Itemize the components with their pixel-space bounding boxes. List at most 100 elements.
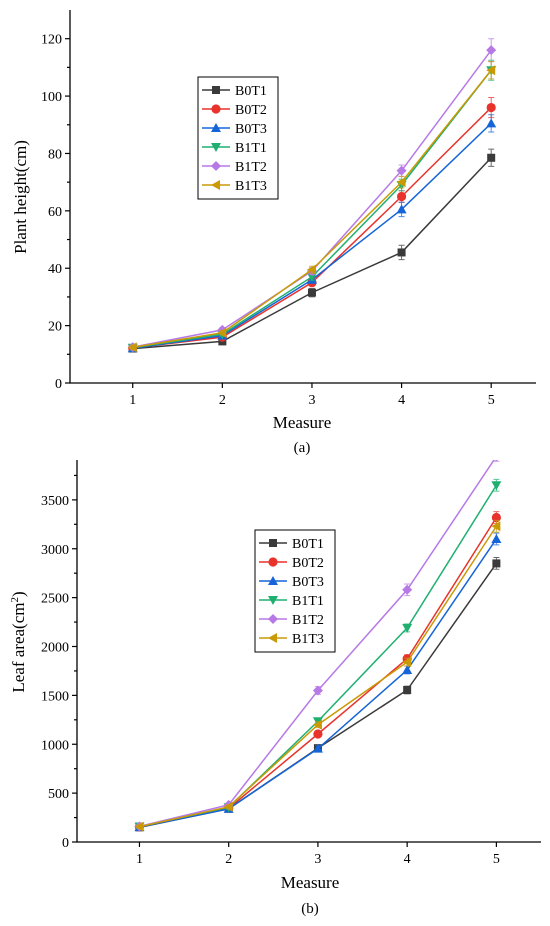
data-point (402, 623, 413, 633)
legend-label: B1T3 (235, 179, 267, 194)
data-point (491, 512, 501, 523)
y-tick-label: 80 (48, 147, 62, 162)
data-point (491, 521, 501, 532)
data-point (492, 559, 501, 568)
y-tick-label: 120 (41, 33, 62, 48)
series-line (132, 69, 492, 349)
data-point (396, 191, 407, 202)
plot-area: 0500100015002000250030003500400012345B0T… (41, 460, 541, 867)
series-b0t1 (128, 148, 496, 353)
y-tick-label: 60 (48, 205, 62, 220)
y-tick-label: 2500 (41, 592, 69, 607)
legend-marker (211, 123, 221, 132)
series-b1t3 (134, 519, 501, 832)
legend-marker (268, 614, 278, 624)
legend-marker (268, 557, 278, 567)
legend-label: B0T3 (235, 122, 267, 137)
series-line (132, 49, 492, 348)
data-point (306, 264, 316, 275)
series-b1t2 (127, 38, 497, 353)
legend-box (254, 529, 336, 653)
axes-frame (69, 10, 536, 384)
data-point (396, 177, 406, 188)
plant-height-chart: 0 20 40 60 80 100 120 1 2 3 4 5 B0T1 B0T2 B0T3 B1T1 B1T2… (11, 10, 536, 456)
legend-label: B0T1 (292, 537, 324, 552)
y-tick-label: 100 (41, 90, 62, 105)
y-axis-title-sup: 2 (9, 597, 21, 603)
x-tick-label: 1 (136, 852, 143, 867)
series-line (132, 157, 492, 350)
data-point (396, 204, 407, 214)
y-tick-label: 1000 (41, 738, 69, 753)
legend-box (197, 76, 279, 200)
legend-marker (211, 104, 221, 114)
plot-area: 0 20 40 60 80 100 120 1 2 3 4 5 B0T1 B0T2 B0T3 B1T1 B1T2… (41, 10, 536, 408)
legend-marker (211, 143, 221, 152)
legend-marker (268, 633, 277, 643)
legend: B0T1 B0T2 B0T3 B1T1 B1T2 B1T3 (254, 529, 336, 653)
series-b1t3 (127, 61, 496, 353)
data-point (312, 743, 323, 753)
data-point (403, 685, 412, 694)
data-point (312, 685, 323, 696)
data-point (495, 460, 498, 462)
x-axis-title: Measure (273, 413, 332, 432)
x-tick-label: 4 (404, 852, 411, 867)
legend-label: B0T3 (292, 575, 324, 590)
y-axis-title: Leaf area(cm2) (9, 591, 28, 692)
y-axis-title-main: Leaf area(cm (9, 603, 28, 693)
legend-label: B1T1 (235, 141, 267, 156)
series-b1t1 (127, 59, 497, 353)
leaf-area-chart: 0500100015002000250030003500400012345B0T… (9, 460, 541, 917)
y-tick-label: 40 (48, 262, 62, 277)
x-tick-label: 5 (493, 852, 500, 867)
x-tick-label: 2 (219, 393, 226, 408)
data-point (487, 153, 496, 162)
legend-label: B0T2 (292, 556, 324, 571)
data-point (486, 102, 496, 113)
legend-marker (212, 86, 220, 94)
series-line (132, 107, 492, 349)
y-axis-title: Plant height(cm) (11, 140, 30, 254)
x-tick-label: 3 (314, 852, 321, 867)
data-point (402, 664, 413, 674)
data-point (127, 342, 137, 353)
data-point (217, 327, 227, 338)
legend-label: B1T2 (235, 160, 267, 175)
data-point (486, 45, 497, 56)
data-point (402, 584, 413, 595)
data-point (491, 533, 502, 543)
y-tick-label: 3000 (41, 543, 69, 558)
legend-marker (211, 180, 220, 190)
series-b0t3 (127, 114, 497, 353)
data-point (486, 65, 496, 76)
y-tick-label: 1500 (41, 689, 69, 704)
data-point (402, 657, 412, 668)
chart-caption: (a) (294, 440, 311, 456)
data-point (306, 272, 317, 282)
data-point (396, 165, 407, 176)
data-point (486, 118, 497, 128)
legend: B0T1 B0T2 B0T3 B1T1 B1T2 B1T3 (197, 76, 279, 200)
y-tick-label: 20 (48, 320, 62, 335)
data-point (134, 821, 144, 832)
series-line (132, 122, 492, 350)
y-tick-label: 0 (55, 377, 62, 392)
legend-label: B0T2 (235, 103, 267, 118)
x-tick-label: 2 (225, 852, 232, 867)
legend-label: B1T1 (292, 594, 324, 609)
legend-marker (268, 596, 278, 605)
data-point (312, 719, 322, 730)
legend-label: B1T2 (292, 613, 324, 628)
data-point (307, 288, 316, 297)
legend-label: B1T3 (292, 632, 324, 647)
x-tick-label: 4 (398, 393, 405, 408)
series-line (132, 69, 492, 349)
legend-marker (269, 539, 277, 547)
y-tick-label: 500 (48, 787, 69, 802)
legend-marker (211, 161, 221, 171)
x-tick-label: 1 (129, 393, 136, 408)
data-point (223, 801, 233, 812)
y-axis-title-end: ) (9, 591, 28, 597)
y-tick-label: 2000 (41, 641, 69, 656)
